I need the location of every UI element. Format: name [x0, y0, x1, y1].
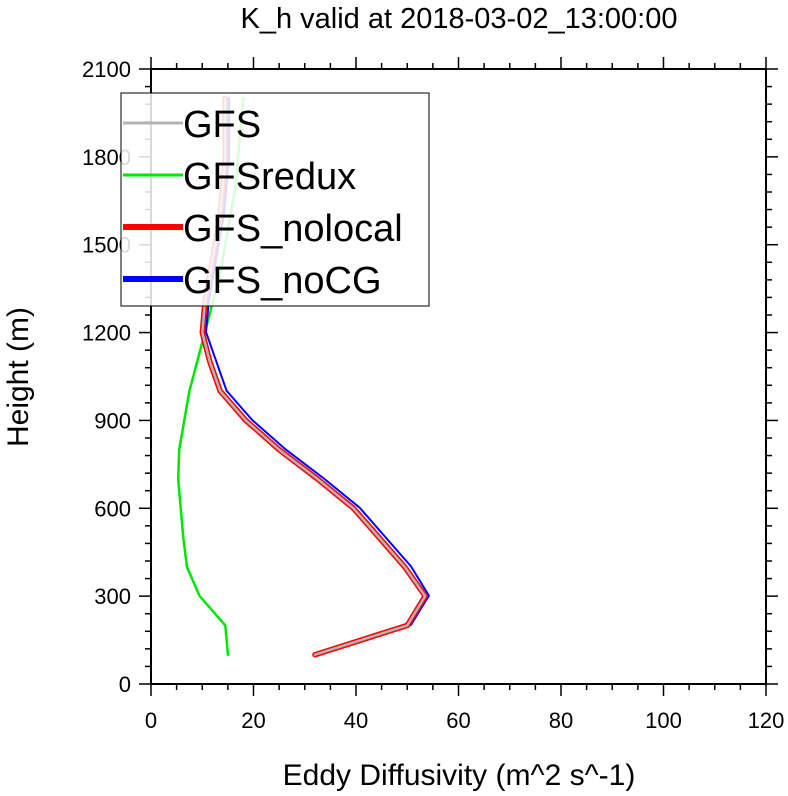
x-tick-label: 0	[145, 708, 157, 733]
x-tick-label: 20	[241, 708, 265, 733]
x-tick-label: 80	[549, 708, 573, 733]
x-tick-label: 100	[645, 708, 682, 733]
legend-label: GFS_noCG	[183, 260, 382, 302]
legend-label: GFS_nolocal	[183, 208, 403, 250]
y-tick-label: 900	[94, 408, 131, 433]
legend-label: GFS	[183, 104, 261, 146]
y-tick-label: 1200	[82, 321, 131, 346]
x-tick-labels: 0 20 40 60 80 100 120	[145, 708, 784, 733]
x-tick-label: 120	[748, 708, 785, 733]
x-tick-label: 40	[344, 708, 368, 733]
x-tick-label: 60	[446, 708, 470, 733]
y-tick-label: 0	[119, 672, 131, 697]
legend: GFS GFSredux GFS_nolocal GFS_noCG	[120, 92, 430, 307]
y-axis-title: Height (m)	[2, 307, 35, 447]
legend-label: GFSredux	[183, 156, 356, 198]
y-tick-label: 2100	[82, 57, 131, 82]
x-axis-title: Eddy Diffusivity (m^2 s^-1)	[283, 759, 636, 792]
legend-box	[120, 92, 430, 307]
plot-frame	[150, 68, 767, 685]
y-tick-label: 600	[94, 496, 131, 521]
y-tick-label: 300	[94, 584, 131, 609]
chart-title: K_h valid at 2018-03-02_13:00:00	[241, 3, 678, 35]
